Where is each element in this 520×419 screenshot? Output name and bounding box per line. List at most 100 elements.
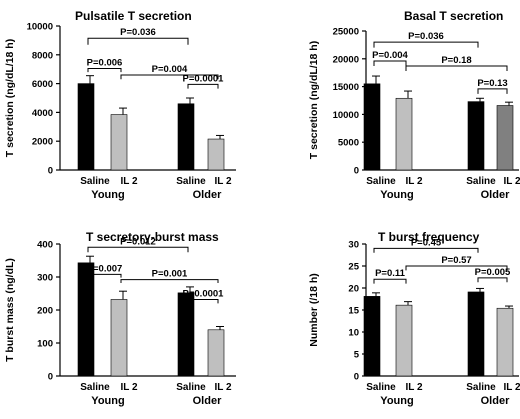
y-tick-label: 8000 (32, 50, 53, 61)
x-category-label: IL 2 (214, 176, 231, 187)
x-category-label: IL 2 (405, 176, 422, 187)
x-category-label: IL 2 (120, 382, 137, 393)
y-tick-label: 100 (37, 339, 53, 350)
bar-2 (110, 114, 128, 171)
group-label: Older (481, 189, 510, 201)
significance-bracket (477, 277, 508, 283)
group-label: Young (380, 189, 413, 201)
p-value-label: P=0.0001 (183, 288, 225, 299)
p-value-label: P=0.0001 (183, 73, 225, 84)
y-tick-label: 300 (37, 273, 53, 284)
bar-4 (496, 307, 514, 377)
x-category-label: Saline (176, 176, 206, 187)
y-axis-label: Number (/18 h) (308, 273, 320, 347)
p-value-label: P=0.11 (375, 268, 406, 279)
y-tick-label: 30 (348, 240, 359, 251)
bar-2 (395, 304, 413, 377)
significance-bracket (87, 273, 122, 278)
bar-1 (77, 262, 95, 377)
bar-1 (77, 83, 95, 171)
bar-1 (363, 83, 381, 171)
y-tick-label: 15000 (333, 82, 359, 93)
chart-panel-2: Basal T secretion T secretion (ng/dL/18 h… (308, 9, 520, 201)
y-tick-label: 20 (348, 284, 359, 295)
chart-title: T burst frequency (378, 230, 480, 244)
y-tick-label: 0 (354, 166, 359, 177)
y-tick-label: 6000 (32, 79, 53, 90)
p-value-label: P=0.18 (441, 55, 471, 66)
significance-bracket (373, 278, 407, 284)
chart-title: T secretory-burst mass (86, 230, 219, 244)
y-tick-label: 2000 (32, 137, 53, 148)
y-tick-label: 0 (48, 372, 53, 383)
significance-bracket (87, 246, 189, 253)
bar-4 (207, 329, 225, 377)
p-value-label: P=0.13 (477, 78, 507, 89)
significance-bracket (120, 74, 219, 80)
bar-1 (363, 296, 381, 377)
p-value-label: P=0.005 (475, 267, 511, 278)
bar-4 (207, 138, 225, 171)
bar-3 (467, 101, 485, 171)
bar-2 (110, 299, 128, 377)
y-tick-label: 20000 (333, 54, 359, 65)
x-category-label: IL 2 (503, 382, 520, 393)
x-category-label: IL 2 (214, 382, 231, 393)
chart-panel-1: Pulsatile T secretion T secretion (ng/dL/… (4, 9, 236, 201)
chart-panel-4: T burst frequency Number (/18 h) 0 5 10 15 20 2… (308, 230, 520, 407)
y-axis-label: T secretion (ng/dL/18 h) (308, 41, 320, 159)
y-tick-label: 400 (37, 240, 53, 251)
p-value-label: P=0.007 (87, 263, 123, 274)
group-label: Older (193, 395, 222, 407)
y-axis-label: T burst mass (ng/dL) (4, 258, 16, 362)
p-value-label: P=0.004 (372, 50, 408, 61)
y-tick-label: 10 (348, 328, 359, 339)
p-value-label: P=0.036 (120, 27, 156, 38)
y-tick-label: 200 (37, 306, 53, 317)
significance-bracket (405, 65, 508, 72)
significance-bracket (187, 298, 219, 304)
group-label: Young (380, 395, 413, 407)
x-category-label: Saline (366, 176, 396, 187)
group-label: Young (91, 189, 124, 201)
significance-bracket (87, 37, 189, 45)
significance-bracket (373, 41, 479, 48)
p-value-label: P=0.57 (441, 255, 471, 266)
significance-bracket (120, 279, 219, 283)
significance-bracket (405, 265, 508, 271)
y-tick-label: 15 (348, 306, 359, 317)
bar-3 (177, 103, 195, 171)
y-tick-label: 25000 (333, 27, 359, 38)
group-label: Young (91, 395, 124, 407)
significance-bracket (87, 67, 122, 73)
p-value-label: P=0.001 (152, 269, 188, 280)
bar-3 (467, 291, 485, 377)
chart-title: Basal T secretion (404, 9, 503, 23)
significance-bracket (373, 60, 407, 67)
p-value-label: P=0.012 (120, 236, 156, 247)
y-tick-label: 25 (348, 262, 359, 273)
significance-bracket (477, 88, 508, 94)
group-label: Older (193, 189, 222, 201)
p-value-label: P=0.004 (152, 64, 188, 75)
p-value-label: P=0.45 (411, 237, 442, 248)
y-tick-label: 0 (48, 166, 53, 177)
x-category-label: IL 2 (503, 176, 520, 187)
x-category-label: Saline (466, 176, 496, 187)
significance-bracket (373, 247, 479, 253)
x-category-label: IL 2 (405, 382, 422, 393)
p-value-label: P=0.036 (408, 31, 444, 42)
chart-title: Pulsatile T secretion (75, 9, 192, 23)
y-tick-label: 10000 (27, 22, 53, 33)
x-category-label: Saline (80, 382, 110, 393)
x-category-label: Saline (80, 176, 110, 187)
x-category-label: Saline (176, 382, 206, 393)
x-category-label: Saline (366, 382, 396, 393)
significance-bracket (187, 83, 219, 89)
y-axis-label: T secretion (ng/dL/18 h) (4, 39, 16, 157)
y-tick-label: 4000 (32, 108, 53, 119)
bar-2 (395, 97, 413, 171)
y-tick-label: 5000 (338, 138, 359, 149)
bar-4 (496, 105, 514, 171)
